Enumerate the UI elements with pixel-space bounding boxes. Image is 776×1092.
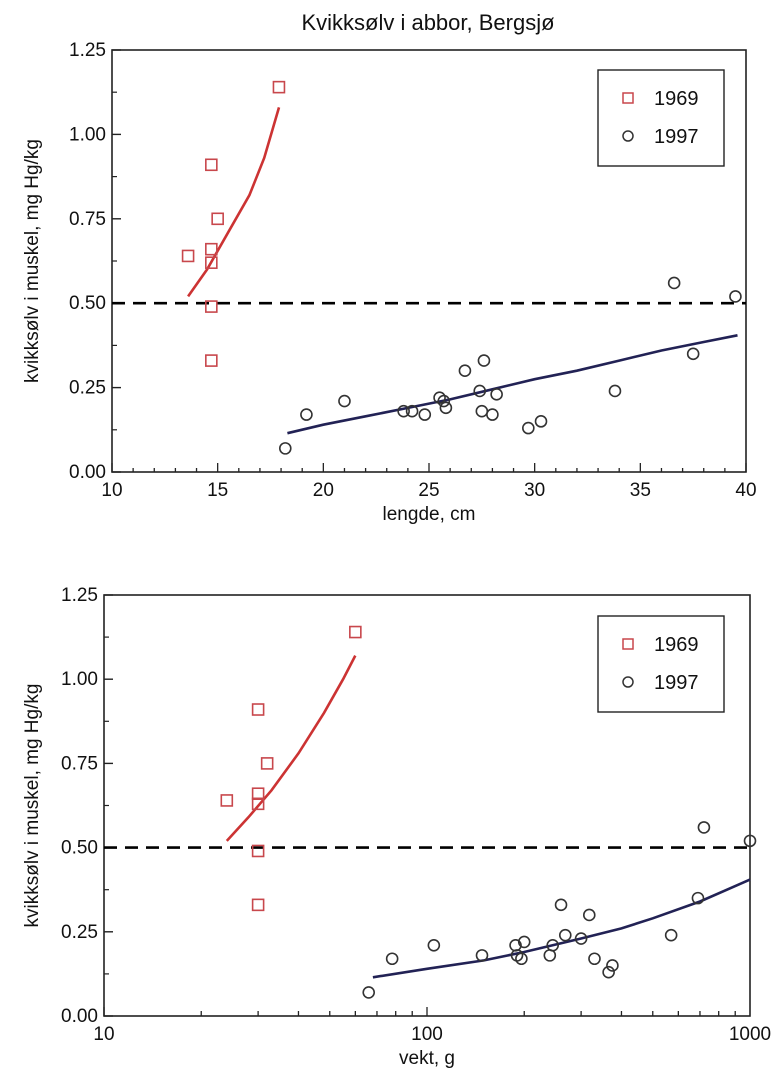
point-1997 [490,388,503,401]
point-1997 [729,290,742,303]
point-1997 [486,408,499,421]
point-1969 [349,625,362,639]
point-1997 [608,384,622,398]
point-1997 [475,404,489,418]
point-1997 [602,965,615,979]
point-1997 [606,959,619,972]
y-tick-label: 0.75 [69,209,106,230]
chart-title: Kvikksølv i abbor, Bergsjø [301,10,554,35]
x-axis-label: vekt, g [399,1048,455,1069]
y-tick-label: 1.25 [69,40,106,61]
y-tick-label: 0.00 [61,1006,98,1027]
point-1969 [260,757,274,770]
point-1997 [278,442,292,455]
y-tick-label: 0.50 [61,838,98,859]
legend-marker-1969 [622,92,634,104]
x-tick-label: 100 [411,1024,443,1045]
x-tick-label: 15 [207,480,228,501]
point-1969 [251,787,265,801]
point-1969 [205,242,218,256]
y-tick-label: 0.50 [69,293,106,314]
point-1997 [522,421,535,435]
y-axis-label: kvikksølv i muskel, mg Hg/kg [22,684,43,928]
y-tick-label: 0.00 [69,462,106,483]
point-1997 [515,952,528,966]
point-1997 [385,952,399,966]
point-1997 [437,394,451,408]
point-1997 [477,354,491,367]
point-1997 [475,949,489,962]
x-tick-label: 10 [101,480,122,501]
x-axis-label: lengde, cm [383,504,476,525]
point-1997 [588,952,601,966]
legend-marker-1997 [622,130,634,142]
point-1997 [664,928,678,942]
x-tick-label: 20 [313,480,334,501]
y-tick-label: 0.25 [69,378,106,399]
point-1997 [405,404,419,418]
y-tick-label: 1.00 [69,124,106,145]
x-tick-label: 1000 [729,1024,771,1045]
length-chart: 0.00 0.25 0.50 0.75 1.00 1.25 10 15 20 25 30 35 40 le… [22,40,757,525]
point-1997 [543,949,557,962]
legend-marker-1969 [622,638,634,650]
point-1997 [458,364,472,378]
y-tick-label: 1.25 [61,585,98,606]
point-1997 [558,928,572,942]
point-1997 [574,932,588,945]
legend-box [597,69,725,167]
point-1969 [211,212,224,226]
point-1997 [697,821,711,834]
point-1969 [251,797,265,811]
point-1997 [300,408,313,421]
fit-line-1997 [372,878,751,979]
weight-chart: 0.00 0.25 0.50 0.75 1.00 1.25 10 100 1000 vekt, g… [22,585,771,1069]
point-1997 [554,898,568,912]
point-1997 [743,834,757,848]
y-tick-label: 0.25 [61,922,98,943]
point-1997 [418,408,432,421]
point-1969 [251,844,265,858]
legend-label-1969: 1969 [654,88,699,110]
point-1997 [397,404,410,418]
point-1969 [205,158,218,172]
legend-label-1997: 1997 [654,126,699,148]
x-tick-label: 40 [735,480,756,501]
fit-line-1997 [287,334,738,435]
legend-marker-1997 [622,676,634,688]
point-1997 [439,401,453,415]
x-tick-label: 25 [418,480,439,501]
point-1969 [205,256,218,269]
x-tick-label: 10 [93,1024,114,1045]
point-1997 [362,986,376,999]
legend-box [597,615,725,713]
x-tick-label: 30 [524,480,545,501]
point-1997 [534,415,548,428]
point-1997 [691,891,705,905]
point-1997 [517,935,531,949]
fit-line-1969 [225,655,357,842]
point-1997 [546,938,560,952]
point-1969 [181,249,195,263]
point-1969 [220,794,234,807]
y-tick-label: 1.00 [61,669,98,690]
point-1969 [272,80,286,94]
point-1997 [686,347,700,361]
point-1997 [582,908,596,922]
legend-label-1969: 1969 [654,634,699,656]
point-1997 [473,384,487,398]
y-axis-label: kvikksølv i muskel, mg Hg/kg [22,139,43,383]
point-1969 [251,703,265,716]
point-1969 [205,300,218,313]
y-tick-label: 0.75 [61,753,98,774]
point-1969 [251,898,265,912]
point-1997 [427,938,441,952]
point-1997 [667,276,681,290]
x-tick-label: 35 [630,480,651,501]
point-1997 [338,394,351,408]
legend-label-1997: 1997 [654,672,699,694]
point-1969 [205,354,218,367]
fit-line-1969 [187,107,281,298]
